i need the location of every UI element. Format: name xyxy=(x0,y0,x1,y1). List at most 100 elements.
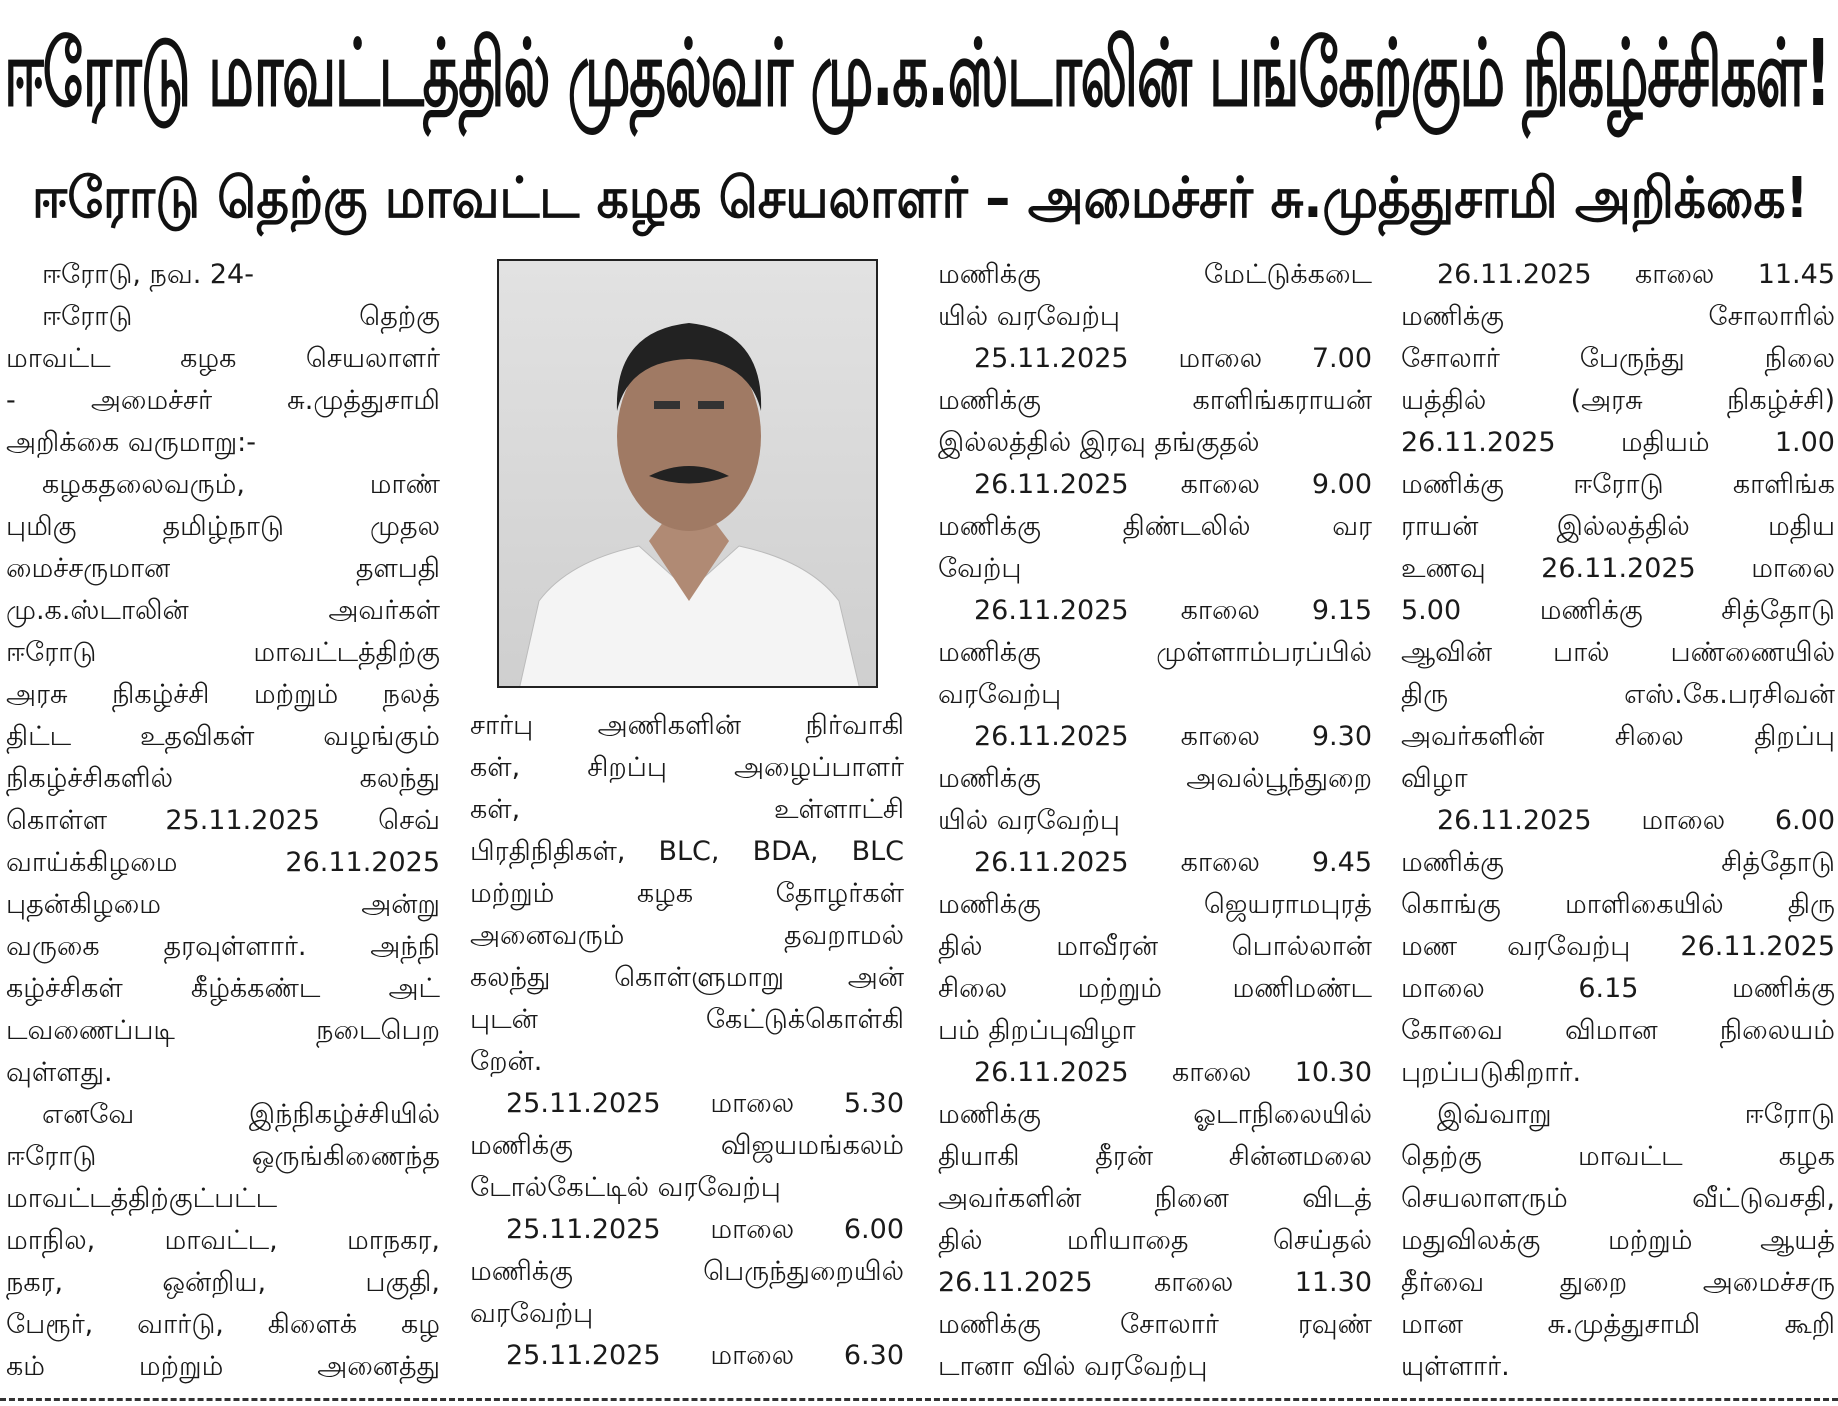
text-line: மற்றும் கழக தோழர்கள் xyxy=(470,878,904,909)
portrait-photo xyxy=(497,259,878,688)
text-line: சோலார் பேருந்து நிலை xyxy=(1401,343,1835,374)
text-line: வேற்பு xyxy=(938,553,1022,584)
text-line: ஈரோடு, நவ. 24- xyxy=(42,259,254,290)
text-line: 25.11.2025 மாலை 5.30 xyxy=(506,1088,904,1119)
text-line: மணிக்கு சித்தோடு xyxy=(1401,847,1835,878)
text-line: 25.11.2025 மாலை 6.00 xyxy=(506,1214,904,1245)
text-line: இல்லத்தில் இரவு தங்குதல் xyxy=(938,427,1260,458)
text-line: ஈரோடு தெற்கு xyxy=(42,301,440,332)
text-line: கள், சிறப்பு அழைப்பாளர் xyxy=(470,752,904,783)
text-line: வரவேற்பு xyxy=(470,1298,594,1329)
text-line: யில் வரவேற்பு xyxy=(938,805,1120,836)
text-line: 25.11.2025 மாலை 6.30 xyxy=(506,1340,904,1371)
text-line: மாவட்ட கழக செயலாளர் xyxy=(6,343,440,374)
text-line: 26.11.2025 காலை 11.30 xyxy=(938,1267,1372,1298)
text-line: விழா xyxy=(1401,763,1468,794)
text-line: மணிக்கு பெருந்துறையில் xyxy=(470,1256,904,1287)
text-line: டவணைப்படி நடைபெற xyxy=(6,1015,440,1046)
text-line: மணிக்கு மேட்டுக்கடை xyxy=(938,259,1372,290)
subheadline-text: ஈரோடு தெற்கு மாவட்ட கழக செயலாளர் – அமைச்… xyxy=(32,166,1809,231)
person-portrait-image xyxy=(499,261,876,686)
text-line: மணிக்கு காளிங்கராயன் xyxy=(938,385,1372,416)
text-line: 26.11.2025 காலை 10.30 xyxy=(974,1057,1372,1088)
text-line: - அமைச்சர் சு.முத்துசாமி xyxy=(6,385,440,416)
text-line: அறிக்கை வருமாறு:- xyxy=(6,427,257,458)
article-column-4: 26.11.2025 காலை 11.45 மணிக்கு சோலாரில் சோல… xyxy=(1401,254,1835,1388)
text-line: சார்பு அணிகளின் நிர்வாகி xyxy=(470,710,904,741)
text-line: யுள்ளார். xyxy=(1401,1351,1510,1382)
text-line: மாவட்டத்திற்குட்பட்ட xyxy=(6,1183,278,1214)
text-line: அரசு நிகழ்ச்சி மற்றும் நலத் xyxy=(6,679,440,710)
text-line: மாலை 6.15 மணிக்கு xyxy=(1401,973,1835,1004)
text-line: சிலை மற்றும் மணிமண்ட xyxy=(938,973,1372,1004)
article-column-1: ஈரோடு, நவ. 24- ஈரோடு தெற்கு மாவட்ட கழக செய… xyxy=(6,254,440,1388)
text-line: வாய்க்கிழமை 26.11.2025 xyxy=(6,847,440,878)
text-line: 26.11.2025 காலை 9.00 xyxy=(974,469,1372,500)
text-line: நிகழ்ச்சிகளில் கலந்து xyxy=(6,763,440,794)
text-line: டோல்கேட்டில் வரவேற்பு xyxy=(470,1172,781,1203)
headline-text: ஈரோடு மாவட்டத்தில் முதல்வர் மு.க.ஸ்டாலின… xyxy=(4,20,1831,127)
text-line: புடன் கேட்டுக்கொள்கி xyxy=(470,1004,904,1035)
text-line: மாநில, மாவட்ட, மாநகர, xyxy=(6,1225,440,1256)
text-line: பேரூர், வார்டு, கிளைக் கழ xyxy=(6,1309,440,1340)
text-line: கள், உள்ளாட்சி xyxy=(470,794,904,825)
article-column-3: மணிக்கு மேட்டுக்கடை யில் வரவேற்பு 25.11.20… xyxy=(938,254,1372,1388)
text-line: மணிக்கு அவல்பூந்துறை xyxy=(938,763,1372,794)
text-line: மைச்சருமான தளபதி xyxy=(6,553,440,584)
text-line: 26.11.2025 மதியம் 1.00 xyxy=(1401,427,1835,458)
text-line: தீர்வை துறை அமைச்சரு xyxy=(1401,1267,1835,1298)
text-line: மண வரவேற்பு 26.11.2025 xyxy=(1401,931,1835,962)
text-line: 26.11.2025 காலை 9.15 xyxy=(974,595,1372,626)
text-line: யத்தில் (அரசு நிகழ்ச்சி) xyxy=(1401,385,1835,416)
text-line: ராயன் இல்லத்தில் மதிய xyxy=(1401,511,1835,542)
text-line: மணிக்கு ஈரோடு காளிங்க xyxy=(1401,469,1835,500)
text-line: மணிக்கு விஜயமங்கலம் xyxy=(470,1130,904,1161)
text-line: கொள்ள 25.11.2025 செவ் xyxy=(6,805,440,836)
text-line: கொங்கு மாளிகையில் திரு xyxy=(1401,889,1835,920)
text-line: வுள்ளது. xyxy=(6,1057,113,1088)
text-line: ஈரோடு மாவட்டத்திற்கு xyxy=(6,637,440,668)
text-line: தில் மாவீரன் பொல்லான் xyxy=(938,931,1372,962)
text-line: 26.11.2025 மாலை 6.00 xyxy=(1437,805,1835,836)
headline: ஈரோடு மாவட்டத்தில் முதல்வர் மு.க.ஸ்டாலின… xyxy=(4,4,1834,149)
text-line: ஈரோடு ஒருங்கிணைந்த xyxy=(6,1141,440,1172)
text-line: கலந்து கொள்ளுமாறு அன் xyxy=(470,962,904,993)
text-line: புறப்படுகிறார். xyxy=(1401,1057,1582,1088)
text-line: 26.11.2025 காலை 9.45 xyxy=(974,847,1372,878)
dashed-divider xyxy=(0,1398,1838,1401)
text-line: எனவே இந்நிகழ்ச்சியில் xyxy=(42,1099,440,1130)
text-line: இவ்வாறு ஈரோடு xyxy=(1437,1099,1835,1130)
text-line: 26.11.2025 காலை 11.45 xyxy=(1437,259,1835,290)
text-line: மதுவிலக்கு மற்றும் ஆயத் xyxy=(1401,1225,1835,1256)
text-line: தெற்கு மாவட்ட கழக xyxy=(1401,1141,1835,1172)
article-column-2: சார்பு அணிகளின் நிர்வாகி கள், சிறப்பு அழை… xyxy=(470,705,904,1377)
text-line: மணிக்கு திண்டலில் வர xyxy=(938,511,1372,542)
text-line: மணிக்கு ஓடாநிலையில் xyxy=(938,1099,1372,1130)
text-line: அவர்களின் சிலை திறப்பு xyxy=(1401,721,1835,752)
text-line: யில் வரவேற்பு xyxy=(938,301,1120,332)
text-line: மான சு.முத்துசாமி கூறி xyxy=(1401,1309,1835,1340)
text-line: கழ்ச்சிகள் கீழ்க்கண்ட அட் xyxy=(6,973,440,1004)
text-line: அனைவரும் தவறாமல் xyxy=(470,920,904,951)
text-line: பிரதிநிதிகள், BLC, BDA, BLC xyxy=(470,836,904,867)
text-line: மணிக்கு முள்ளாம்பரப்பில் xyxy=(938,637,1372,668)
text-line: கழகதலைவரும், மாண் xyxy=(42,469,440,500)
text-line: நகர, ஒன்றிய, பகுதி, xyxy=(6,1267,440,1298)
text-line: மு.க.ஸ்டாலின் அவர்கள் xyxy=(6,595,440,626)
text-line: வருகை தரவுள்ளார். அந்நி xyxy=(6,931,440,962)
text-line: பம் திறப்புவிழா xyxy=(938,1015,1136,1046)
text-line: உணவு 26.11.2025 மாலை xyxy=(1401,553,1835,584)
text-line: திட்ட உதவிகள் வழங்கும் xyxy=(6,721,440,752)
text-line: திரு எஸ்.கே.பரசிவன் xyxy=(1401,679,1835,710)
text-line: வரவேற்பு xyxy=(938,679,1062,710)
text-line: தில் மரியாதை செய்தல் xyxy=(938,1225,1372,1256)
text-line: செயலாளரும் வீட்டுவசதி, xyxy=(1401,1183,1835,1214)
text-line: மணிக்கு சோலார் ரவுண் xyxy=(938,1309,1372,1340)
text-line: தியாகி தீரன் சின்னமலை xyxy=(938,1141,1372,1172)
text-line: அவர்களின் நினை விடத் xyxy=(938,1183,1372,1214)
subheadline: ஈரோடு தெற்கு மாவட்ட கழக செயலாளர் – அமைச்… xyxy=(32,160,1812,238)
text-line: டானா வில் வரவேற்பு xyxy=(938,1351,1208,1382)
text-line: புதன்கிழமை அன்று xyxy=(6,889,440,920)
text-line: 26.11.2025 காலை 9.30 xyxy=(974,721,1372,752)
text-line: மணிக்கு சோலாரில் xyxy=(1401,301,1835,332)
